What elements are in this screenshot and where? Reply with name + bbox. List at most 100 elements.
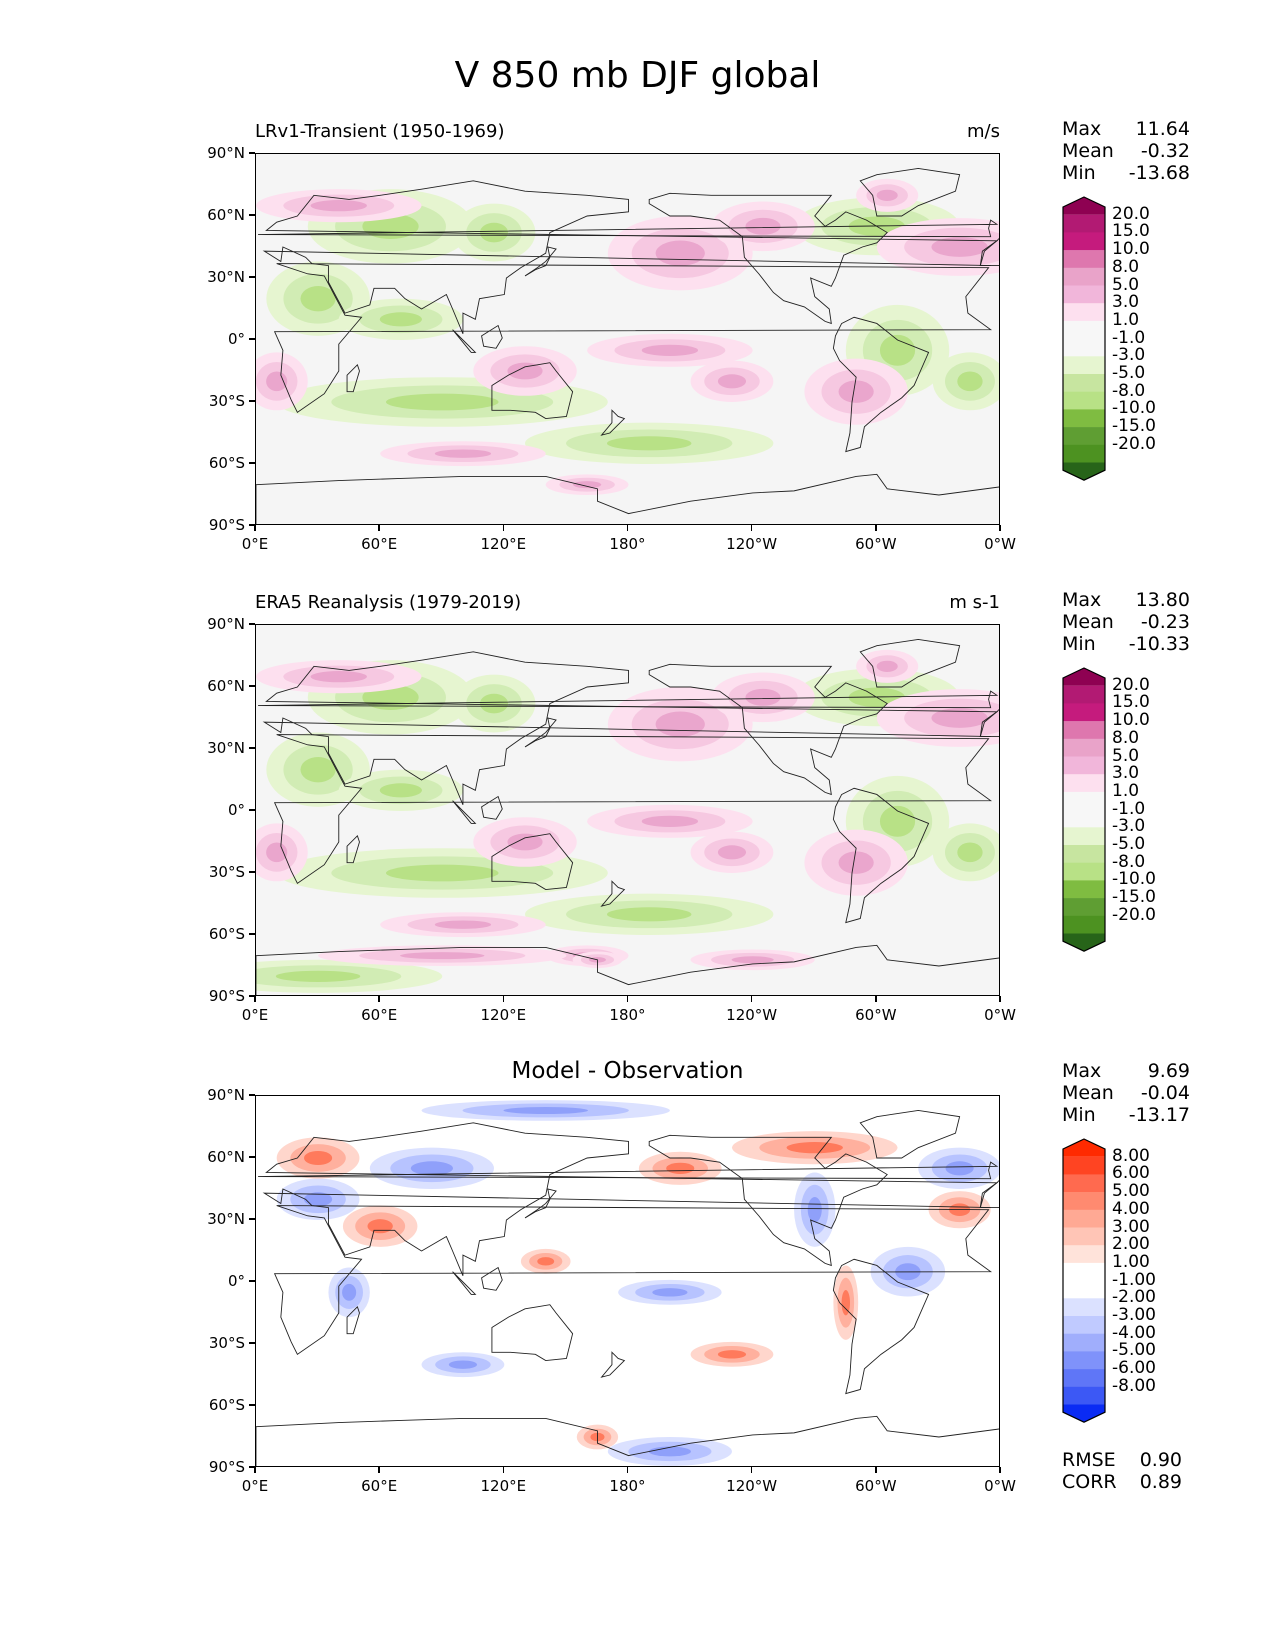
y-tick-label: 30°S xyxy=(208,1334,245,1352)
y-tick-label: 60°N xyxy=(207,1148,245,1166)
metric-label: CORR xyxy=(1062,1471,1117,1494)
colorbar-tick-label: -20.0 xyxy=(1112,904,1156,925)
coastline xyxy=(256,1415,999,1466)
colorbar-segment xyxy=(1063,845,1105,863)
colorbar-segment xyxy=(1063,232,1105,251)
x-tick-label: 120°W xyxy=(726,1477,778,1495)
y-tick-mark xyxy=(249,214,255,216)
heatmap-blob xyxy=(507,362,543,380)
colorbar-segment xyxy=(1063,809,1105,828)
colorbar-segment xyxy=(1063,285,1105,304)
heatmap-blob xyxy=(410,1161,454,1176)
colorbar-tick-label: 20.0 xyxy=(1112,674,1150,695)
heatmap-blob xyxy=(745,217,781,235)
stat-row: Max 13.80 xyxy=(1062,589,1190,611)
heatmap-blob xyxy=(655,711,705,737)
colorbar-segment xyxy=(1063,338,1105,357)
x-tick-label: 180° xyxy=(609,1006,646,1024)
stats-block: Max 11.64 Mean -0.32 Min -13.68 xyxy=(1062,118,1190,184)
colorbar-tick-label: -5.00 xyxy=(1112,1340,1156,1361)
stat-row: Min -13.68 xyxy=(1062,162,1190,184)
y-tick-mark xyxy=(249,152,255,154)
x-tick-label: 60°E xyxy=(361,1006,398,1024)
colorbar-tick-label: -3.0 xyxy=(1112,816,1146,837)
colorbar xyxy=(1062,196,1106,481)
colorbar-tick-label: -5.0 xyxy=(1112,834,1146,854)
y-tick-mark xyxy=(249,1342,255,1344)
colorbar-segment xyxy=(1063,444,1105,463)
coastline xyxy=(648,192,888,325)
heatmap-blob xyxy=(641,815,699,827)
panel-center-title: Model - Observation xyxy=(511,1058,744,1084)
coastline xyxy=(262,180,999,334)
y-tick-mark xyxy=(249,1156,255,1158)
colorbar-segment xyxy=(1063,320,1105,339)
heatmap-blob xyxy=(879,805,916,837)
colorbar-segment xyxy=(1063,1174,1105,1193)
colorbar-tick-label: 20.0 xyxy=(1112,203,1150,224)
colorbar-segment xyxy=(1063,1192,1105,1211)
colorbar-tick-label: -3.00 xyxy=(1112,1305,1156,1325)
heatmap-blob xyxy=(310,671,367,683)
colorbar-tick-label: 3.00 xyxy=(1112,1216,1150,1237)
y-tick-mark xyxy=(249,871,255,873)
coastline xyxy=(262,651,999,805)
colorbar-tick-label: 5.00 xyxy=(1112,1181,1150,1202)
colorbar-tick-label: -4.00 xyxy=(1112,1322,1156,1343)
colorbar-tick-label: -1.0 xyxy=(1112,327,1146,348)
colorbar-segment xyxy=(1063,756,1105,775)
colorbar-outline xyxy=(1062,1138,1106,1423)
x-tick-label: 180° xyxy=(609,1477,646,1495)
heatmap-blob xyxy=(838,380,874,403)
coastline xyxy=(524,717,557,748)
colorbar-tick-label: -1.00 xyxy=(1112,1269,1156,1290)
x-tick-mark xyxy=(626,1467,629,1473)
coastline xyxy=(859,168,961,217)
coastline xyxy=(859,639,961,688)
colorbar-outline xyxy=(1062,667,1106,952)
colorbar-segment xyxy=(1063,303,1105,322)
metric-value: 0.89 xyxy=(1139,1471,1182,1494)
coastline xyxy=(524,246,557,277)
x-tick-mark xyxy=(254,996,256,1002)
x-tick-mark xyxy=(750,1467,753,1473)
metric-value: 0.90 xyxy=(1139,1449,1182,1472)
colorbar-tick-label: -8.00 xyxy=(1112,1375,1156,1396)
heatmap-blob xyxy=(385,864,499,882)
colorbar-tick-label: -20.0 xyxy=(1112,433,1156,454)
y-tick-label: 60°S xyxy=(208,925,245,943)
stats-block: Max 9.69 Mean -0.04 Min -13.17 xyxy=(1062,1060,1190,1126)
colorbar-segment xyxy=(1063,1262,1105,1281)
heatmap-blob xyxy=(342,1283,357,1301)
heatmap-blob xyxy=(448,1360,478,1369)
coastline xyxy=(648,1134,888,1267)
stat-label: Min xyxy=(1062,633,1096,655)
map-panel xyxy=(255,1095,1000,1467)
y-tick-label: 90°N xyxy=(207,144,245,162)
colorbar-segment xyxy=(1063,197,1105,215)
colorbar-tick-label: 3.0 xyxy=(1112,292,1140,313)
stat-label: Mean xyxy=(1062,611,1114,633)
colorbar-tick-label: -2.00 xyxy=(1112,1287,1156,1308)
x-tick-label: 0°W xyxy=(984,1477,1016,1495)
y-tick-mark xyxy=(249,685,255,687)
heatmap-blob xyxy=(666,1162,695,1174)
coastline xyxy=(832,787,930,924)
colorbar-segment xyxy=(1063,933,1105,952)
heatmap-blob xyxy=(479,693,509,714)
y-tick-label: 0° xyxy=(227,330,245,348)
heatmap-blob xyxy=(300,286,336,312)
y-tick-label: 90°N xyxy=(207,615,245,633)
x-tick-label: 180° xyxy=(609,535,646,553)
figure-title: V 850 mb DJF global xyxy=(454,55,821,96)
colorbar-tick-label: 6.00 xyxy=(1112,1163,1150,1184)
colorbar-tick-label: 8.0 xyxy=(1112,727,1140,748)
stat-row: Mean -0.04 xyxy=(1062,1082,1190,1104)
heatmap-blob xyxy=(479,222,509,243)
colorbar-segment xyxy=(1063,409,1105,428)
colorbar-segment xyxy=(1063,774,1105,793)
colorbar-tick-label: 10.0 xyxy=(1112,710,1150,731)
heatmap-blob xyxy=(957,842,983,863)
colorbar-segment xyxy=(1063,738,1105,757)
colorbar-segment xyxy=(1063,1298,1105,1317)
